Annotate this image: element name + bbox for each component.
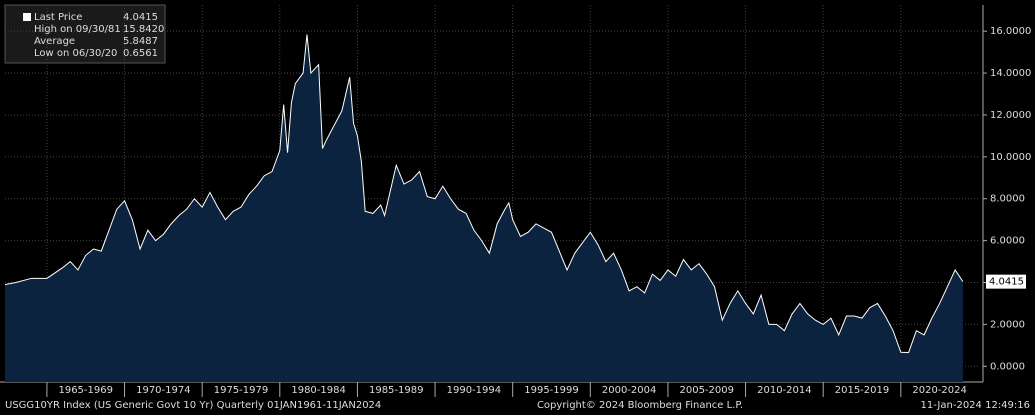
legend-label: High on 09/30/81 [34, 24, 121, 35]
x-tick-label: 1975-1979 [214, 385, 269, 396]
legend-swatch [23, 13, 31, 21]
legend-value: 0.6561 [123, 48, 158, 59]
copyright: Copyright© 2024 Bloomberg Finance L.P. [537, 400, 743, 411]
legend-label: Average [34, 36, 75, 47]
area-fill [5, 34, 963, 383]
y-tick-label: 14.0000 [990, 68, 1031, 79]
legend-value: 4.0415 [123, 12, 158, 23]
y-tick-label: 2.0000 [990, 319, 1025, 330]
last-price-tag [986, 274, 1026, 289]
x-tick-label: 1965-1969 [58, 385, 113, 396]
y-tick-label: 8.0000 [990, 194, 1025, 205]
x-tick-label: 2000-2004 [602, 385, 657, 396]
legend-value: 5.8487 [123, 36, 158, 47]
price-line [4, 34, 964, 354]
x-tick-label: 2015-2019 [835, 385, 890, 396]
x-tick-label: 2005-2009 [679, 385, 734, 396]
x-tick-label: 1970-1974 [136, 385, 191, 396]
legend-label: Low on 06/30/20 [34, 48, 117, 59]
legend-label: Last Price [34, 12, 82, 23]
x-tick-label: 2020-2024 [912, 385, 967, 396]
y-tick-label: 16.0000 [990, 26, 1031, 37]
y-tick-label: 12.0000 [990, 110, 1031, 121]
x-tick-label: 1995-1999 [524, 385, 579, 396]
last-price-label: 4.0415 [989, 277, 1024, 288]
security-label: USGG10YR Index (US Generic Govt 10 Yr) Q… [5, 400, 381, 411]
x-tick-label: 1980-1984 [291, 385, 346, 396]
y-tick-label: 10.0000 [990, 152, 1031, 163]
legend-box [4, 4, 166, 64]
y-tick-label: 6.0000 [990, 236, 1025, 247]
y-tick-label: 0.0000 [990, 361, 1025, 372]
x-tick-label: 2010-2014 [757, 385, 812, 396]
x-tick-label: 1985-1989 [369, 385, 424, 396]
x-tick-label: 1990-1994 [447, 385, 502, 396]
timestamp: 11-Jan-2024 12:49:16 [921, 400, 1030, 411]
legend-value: 15.8420 [123, 24, 164, 35]
